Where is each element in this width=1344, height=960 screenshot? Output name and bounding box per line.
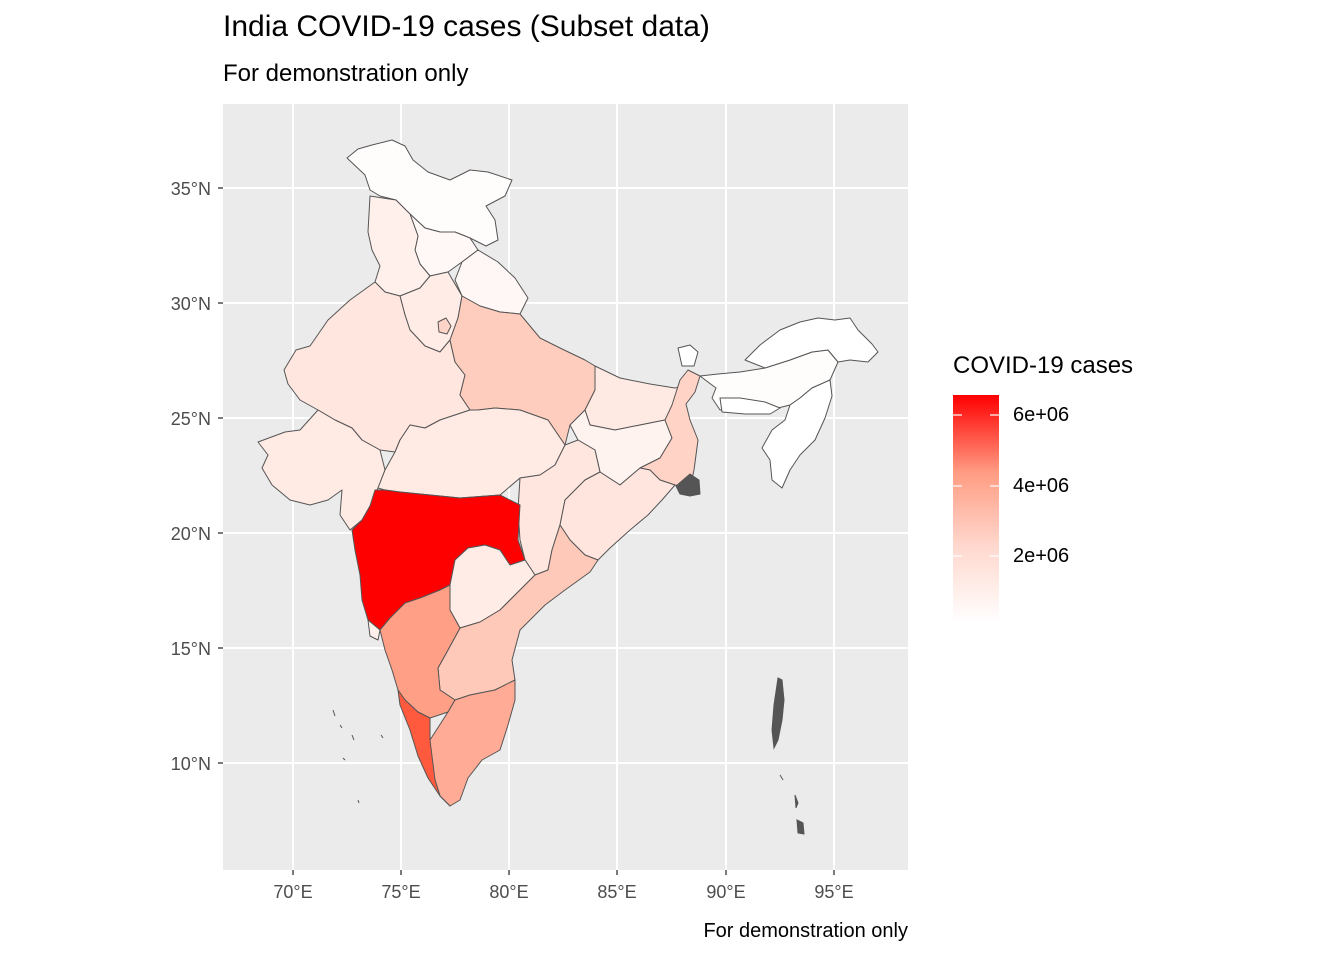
region-lakshadweep: [332, 709, 384, 804]
region-meghalaya: [719, 397, 781, 415]
y-tick-label: 10°N: [171, 754, 211, 774]
legend-label-6e6: 6e+06: [1013, 404, 1070, 426]
region-andaman-islands: [771, 677, 785, 750]
x-tick-label: 75°E: [381, 882, 420, 902]
x-tick-label: 95°E: [814, 882, 853, 902]
region-delhi: [437, 317, 452, 335]
legend-label-2e6: 2e+06: [1013, 545, 1070, 567]
legend-label-4e6: 4e+06: [1013, 475, 1070, 497]
legend-title: COVID-19 cases: [953, 352, 1134, 379]
y-tick-label: 15°N: [171, 639, 211, 659]
x-tick-label: 85°E: [597, 882, 636, 902]
chart-title: India COVID-19 cases (Subset data): [223, 10, 710, 43]
y-tick-label: 20°N: [171, 524, 211, 544]
region-goa: [367, 619, 381, 641]
x-tick-label: 70°E: [273, 882, 312, 902]
region-northeast-states: [761, 379, 833, 489]
region-sundarbans: [675, 473, 701, 497]
chart-caption: For demonstration only: [703, 920, 908, 942]
chart-subtitle: For demonstration only: [223, 60, 469, 87]
region-nicobar-islands: [779, 774, 805, 835]
x-tick-label: 80°E: [489, 882, 528, 902]
y-tick-label: 25°N: [171, 409, 211, 429]
x-tick-label: 90°E: [706, 882, 745, 902]
legend-colorbar: [953, 395, 999, 623]
island-groups: [332, 677, 805, 835]
y-tick-label: 35°N: [171, 179, 211, 199]
region-sikkim: [677, 344, 699, 367]
region-odisha: [559, 467, 676, 561]
axis-ticks: [218, 187, 835, 875]
y-tick-label: 30°N: [171, 294, 211, 314]
legend-ticks: [953, 414, 999, 557]
region-kerala: [397, 689, 451, 807]
region-arunachal-pradesh: [744, 317, 879, 369]
